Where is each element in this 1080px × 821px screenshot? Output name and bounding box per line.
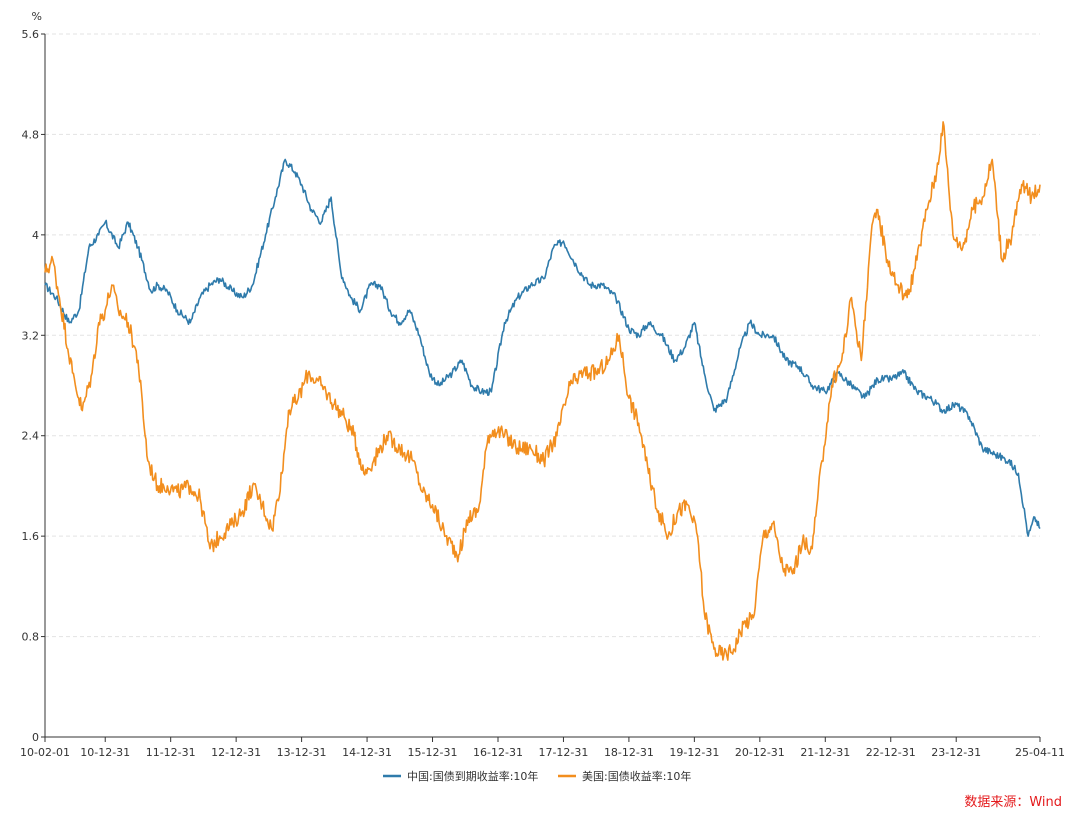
x-tick-label: 10-02-01: [20, 746, 70, 759]
y-axis-unit-label: %: [32, 10, 42, 23]
axes: 0 0.8 1.6 2.4 3.2 4 4.8 5.6 10-02-01 10-12-31 11-1…: [20, 28, 1065, 759]
y-tick-label: 4: [32, 229, 39, 242]
grid-lines: [45, 33, 1040, 638]
legend-label: 美国:国债收益率:10年: [582, 769, 691, 783]
data-source-label: 数据来源：Wind: [964, 795, 1062, 810]
x-tick-label: 15-12-31: [408, 746, 458, 759]
x-tick-label: 23-12-31: [931, 746, 981, 759]
x-tick-label: 13-12-31: [277, 746, 327, 759]
x-tick-label: 12-12-31: [211, 746, 261, 759]
series-line-us-10y: [44, 121, 1041, 661]
y-tick-label: 0: [32, 731, 39, 744]
x-tick-label: 11-12-31: [146, 746, 196, 759]
y-tick-label: 3.2: [22, 329, 40, 342]
series-line-china-10y: [44, 158, 1041, 537]
legend-label: 中国:国债到期收益率:10年: [407, 769, 538, 783]
x-tick-label: 19-12-31: [669, 746, 719, 759]
x-tick-label: 16-12-31: [473, 746, 523, 759]
x-tick-label: 10-12-31: [80, 746, 130, 759]
series-lines: [44, 121, 1041, 661]
x-tick-label: 21-12-31: [800, 746, 850, 759]
legend: 中国:国债到期收益率:10年 美国:国债收益率:10年: [383, 769, 691, 783]
x-tick-label: 18-12-31: [604, 746, 654, 759]
x-tick-label: 25-04-11: [1015, 746, 1065, 759]
y-tick-label: 2.4: [22, 430, 40, 443]
y-tick-label: 1.6: [22, 530, 40, 543]
y-tick-label: 0.8: [22, 631, 40, 644]
x-tick-label: 22-12-31: [866, 746, 916, 759]
y-tick-label: 5.6: [22, 28, 40, 41]
x-tick-label: 14-12-31: [342, 746, 392, 759]
x-tick-label: 17-12-31: [538, 746, 588, 759]
y-tick-label: 4.8: [22, 128, 40, 141]
x-tick-label: 20-12-31: [735, 746, 785, 759]
